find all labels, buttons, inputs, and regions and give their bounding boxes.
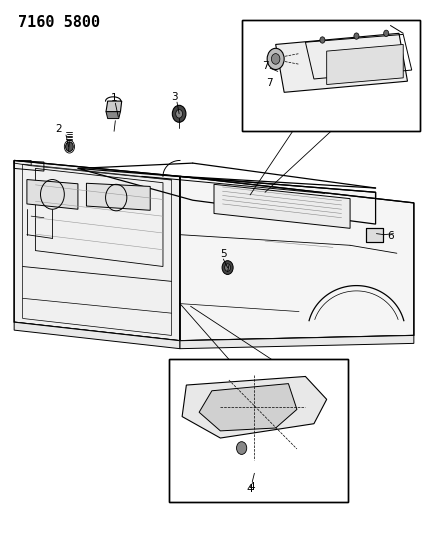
Text: 5: 5 — [220, 249, 227, 259]
Polygon shape — [78, 168, 376, 224]
Polygon shape — [182, 376, 327, 438]
Circle shape — [176, 110, 182, 118]
Bar — [366, 228, 383, 241]
Circle shape — [271, 54, 280, 64]
Polygon shape — [106, 101, 122, 112]
Text: 1: 1 — [111, 93, 117, 103]
Polygon shape — [180, 335, 414, 349]
Polygon shape — [327, 44, 403, 85]
Polygon shape — [276, 33, 407, 92]
Circle shape — [222, 261, 233, 274]
Circle shape — [225, 264, 231, 271]
Polygon shape — [106, 112, 120, 118]
Text: 6: 6 — [387, 231, 394, 241]
Circle shape — [267, 49, 284, 69]
Polygon shape — [14, 160, 180, 341]
Text: 2: 2 — [56, 124, 62, 134]
Circle shape — [237, 442, 247, 455]
Bar — [242, 20, 420, 131]
Bar — [169, 359, 348, 503]
Bar — [242, 20, 420, 131]
Bar — [169, 359, 348, 503]
Circle shape — [65, 142, 73, 151]
Polygon shape — [214, 184, 350, 228]
Polygon shape — [14, 322, 180, 349]
Polygon shape — [27, 180, 78, 209]
Text: 3: 3 — [172, 92, 178, 102]
Text: 7160 5800: 7160 5800 — [18, 14, 101, 30]
Text: 7: 7 — [262, 61, 268, 71]
Text: 4: 4 — [248, 481, 255, 491]
Circle shape — [320, 37, 325, 43]
Circle shape — [383, 30, 389, 36]
Text: 4: 4 — [247, 484, 253, 494]
Polygon shape — [180, 176, 414, 341]
Text: 7: 7 — [266, 78, 273, 88]
Circle shape — [354, 33, 359, 39]
Polygon shape — [199, 384, 297, 431]
Circle shape — [172, 106, 186, 122]
Polygon shape — [86, 183, 150, 211]
Bar — [366, 228, 383, 241]
